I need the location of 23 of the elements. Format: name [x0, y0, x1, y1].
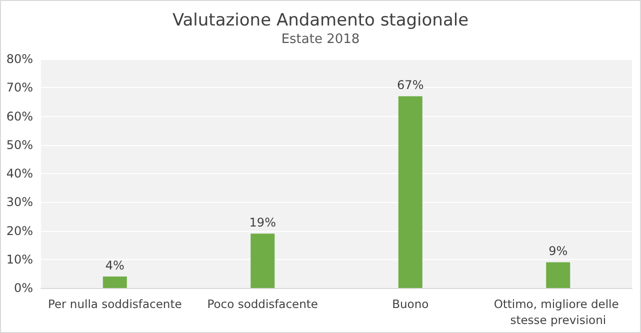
data-label: 67%	[397, 78, 424, 92]
y-tick-label: 0%	[14, 281, 33, 295]
y-tick-label: 10%	[6, 252, 33, 266]
y-tick-label: 30%	[6, 195, 33, 210]
y-tick-label: 40%	[6, 166, 33, 180]
x-tick-label: Ottimo, migliore delle stesse previsioni	[494, 297, 622, 327]
bar	[102, 276, 127, 288]
chart-subtitle: Estate 2018	[281, 32, 360, 47]
data-label: 19%	[249, 216, 276, 230]
y-tick-label: 50%	[6, 138, 33, 152]
data-label: 4%	[105, 258, 124, 273]
bar	[546, 262, 570, 288]
bar	[250, 234, 275, 288]
x-tick-label: Buono	[392, 297, 429, 311]
y-tick-label: 20%	[6, 224, 33, 238]
y-tick-label: 60%	[6, 109, 33, 124]
x-tick-label: Per nulla soddisfacente	[48, 297, 182, 311]
y-tick-label: 80%	[6, 52, 33, 66]
bar	[398, 96, 422, 288]
chart-title: Valutazione Andamento stagionale	[172, 10, 469, 30]
data-label: 9%	[548, 244, 568, 258]
x-tick-label: Poco soddisfacente	[207, 297, 318, 311]
y-tick-label: 70%	[6, 80, 33, 95]
